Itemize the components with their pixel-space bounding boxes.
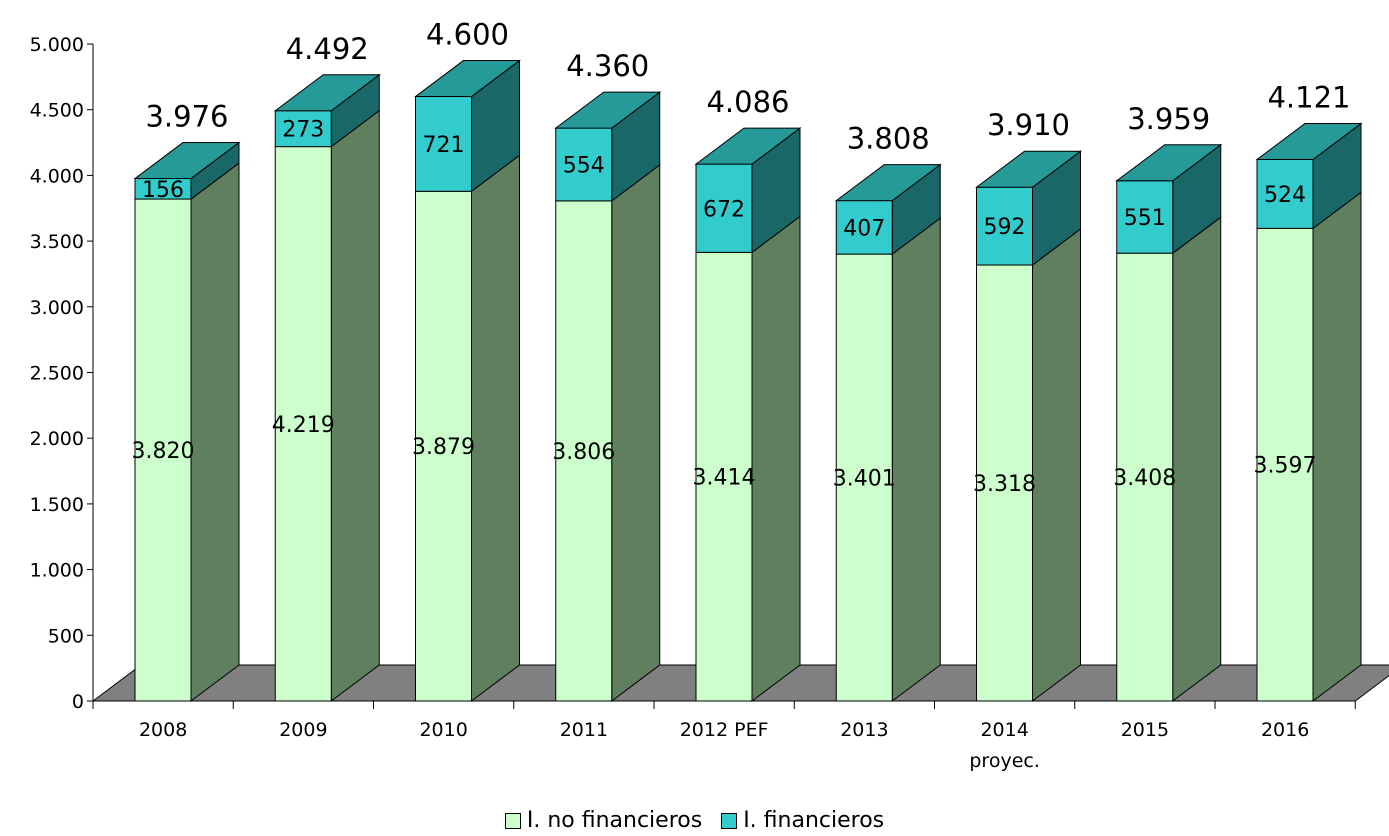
x-tick-label: 2013 [840,719,888,741]
y-tick-label: 0 [72,691,84,713]
x-tick-label: 2014 [980,719,1028,741]
bar-side-no-financieros [1312,191,1362,702]
bar-side-no-financieros [751,215,801,702]
legend-item-no-financieros: I. no financieros [504,808,703,833]
x-tick-label: 2011 [560,719,608,741]
data-label-financieros: 156 [142,178,184,203]
bar-side-no-financieros [891,217,941,702]
data-label-financieros: 407 [843,216,885,241]
data-label-financieros: 554 [563,153,605,178]
legend-swatch-financieros [721,812,738,829]
x-tick-label: 2015 [1121,719,1169,741]
y-tick-label: 4.500 [30,100,84,122]
legend-swatch-no-financieros [504,812,521,829]
bar-top-financieros [554,91,662,129]
bar-top-financieros [834,164,942,202]
bar-no-financieros [976,264,1033,702]
y-tick-label: 1.500 [30,494,84,516]
bar-no-financieros [555,200,613,702]
bar-no-financieros [415,190,472,702]
data-label-total: 4.086 [706,85,789,119]
bar-top-financieros [1115,144,1223,182]
data-label-financieros: 672 [703,197,745,222]
data-label-total: 3.976 [145,100,228,134]
legend-item-financieros: I. financieros [721,808,884,833]
data-label-total: 4.121 [1267,81,1350,115]
y-tick-label: 5.000 [30,34,84,56]
data-label-no-financieros: 3.597 [1254,454,1317,479]
bar-top-financieros [975,150,1082,188]
data-label-total: 4.600 [426,18,509,52]
y-tick-label: 2.000 [30,428,84,450]
legend: I. no financieros I. financieros [0,808,1389,835]
data-label-financieros: 273 [282,118,324,143]
y-tick-label: 500 [48,625,84,647]
data-label-total: 3.910 [987,108,1070,142]
data-label-no-financieros: 3.806 [552,440,615,465]
bar-top-financieros [1255,123,1363,161]
bar-top-financieros [273,74,381,112]
data-label-no-financieros: 3.879 [412,435,475,460]
legend-label-no-financieros: I. no financieros [526,808,703,833]
bar-no-financieros [134,198,192,702]
bar-side-no-financieros [1172,216,1222,702]
y-tick-label: 3.000 [30,297,84,319]
bar-top-financieros [694,127,802,165]
y-tick-label: 1.000 [30,560,84,582]
data-label-financieros: 721 [423,133,465,158]
data-label-total: 3.959 [1127,102,1210,136]
bar-financieros [1116,180,1174,254]
data-label-financieros: 524 [1264,183,1306,208]
bar-no-financieros [695,251,753,702]
x-tick-label: proyec. [969,750,1040,772]
bar-side-no-financieros [190,162,240,702]
bar-top-financieros [413,60,522,98]
legend-label-financieros: I. financieros [743,808,885,833]
bar-no-financieros [274,146,332,702]
bar-financieros [835,200,893,255]
data-label-no-financieros: 3.401 [833,467,896,492]
bar-financieros [695,163,753,253]
bar-side-no-financieros [611,163,661,702]
bar-financieros [555,127,613,202]
data-label-no-financieros: 3.318 [973,472,1036,497]
data-label-financieros: 592 [984,215,1026,240]
chart-svg: 0 500 1.000 1.500 2.000 2.500 3.000 3.500 4.000 4… [30,18,1389,772]
x-tick-label: 2008 [139,719,187,741]
bar-financieros [1256,159,1314,229]
data-label-no-financieros: 4.219 [272,413,335,438]
data-label-no-financieros: 3.820 [132,439,195,464]
data-label-total: 4.492 [286,32,369,66]
bar-side-no-financieros [471,154,520,702]
bar-side-no-financieros [1032,228,1081,702]
x-tick-label: 2016 [1261,719,1309,741]
data-label-financieros: 551 [1124,206,1166,231]
y-tick-label: 2.500 [30,363,84,385]
data-label-total: 4.360 [566,49,649,83]
x-tick-label: 2012 PEF [680,719,769,741]
x-tick-label: 2009 [279,719,327,741]
bar-side-no-financieros [330,109,380,702]
data-label-no-financieros: 3.408 [1113,466,1176,491]
bar-financieros [976,186,1033,266]
bar-top-financieros [133,142,241,180]
bar-no-financieros [835,253,893,702]
y-tick-label: 3.500 [30,231,84,253]
y-tick-label: 4.000 [30,165,84,187]
data-label-total: 3.808 [847,122,930,156]
x-tick-label: 2010 [419,719,467,741]
data-label-no-financieros: 3.414 [693,466,756,491]
